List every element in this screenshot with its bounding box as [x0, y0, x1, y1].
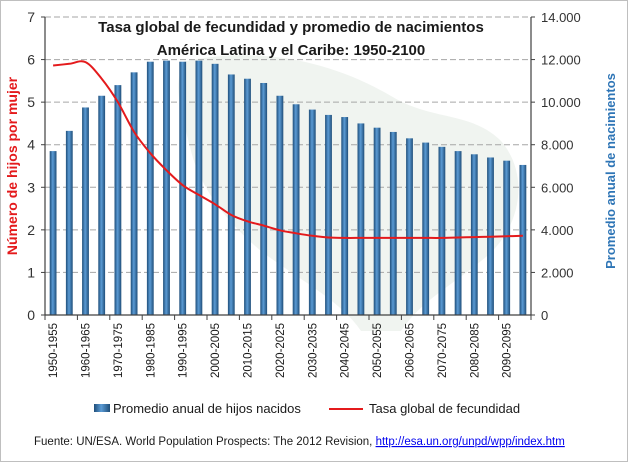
bar: [341, 117, 349, 316]
x-tick-label: 2020-2025: [275, 323, 287, 378]
x-tick-label: 2070-2075: [437, 323, 449, 378]
bar: [325, 114, 332, 316]
chart-title-line2: América Latina y el Caribe: 1950-2100: [157, 42, 425, 59]
bar: [146, 61, 154, 316]
source-text: Fuente: UN/ESA. World Population Prospec…: [34, 436, 376, 448]
bar: [276, 95, 284, 315]
bar: [503, 160, 511, 315]
x-tick-label: 1960-1965: [81, 323, 93, 378]
left-tick-label: 1: [27, 264, 35, 280]
x-tick-label: 1990-1995: [178, 323, 190, 378]
right-tick-label: 4.000: [541, 223, 574, 238]
x-tick-label: 1950-1955: [48, 323, 60, 378]
bar: [357, 123, 365, 315]
right-tick-label: 14.000: [541, 10, 581, 25]
left-tick-label: 5: [27, 94, 35, 110]
legend: Promedio anual de hijos nacidos Tasa glo…: [94, 401, 520, 416]
source-note: Fuente: UN/ESA. World Population Prospec…: [34, 436, 565, 448]
left-tick-label: 0: [27, 307, 35, 323]
x-tick-label: 2000-2005: [210, 323, 222, 378]
left-tick-label: 4: [27, 137, 35, 153]
bar: [373, 127, 381, 315]
legend-line-label: Tasa global de fecundidad: [369, 401, 520, 416]
x-tick-label: 2080-2085: [469, 323, 481, 378]
bar: [179, 61, 187, 316]
bar: [49, 151, 57, 315]
chart-title-line1: Tasa global de fecundidad y promedio de …: [98, 19, 484, 36]
bar: [292, 104, 300, 316]
x-tick-label: 2010-2015: [243, 323, 255, 378]
x-tick-label: 2040-2045: [340, 323, 352, 378]
right-tick-label: 6.000: [541, 180, 574, 195]
right-tick-label: 10.000: [541, 95, 581, 110]
x-tick-label: 1970-1975: [113, 323, 125, 378]
bar: [389, 131, 397, 315]
bar: [260, 82, 268, 315]
bar: [98, 95, 106, 315]
bar: [211, 63, 219, 316]
legend-bar-swatch: [94, 404, 110, 412]
bar: [195, 60, 203, 316]
x-tick-label: 2060-2065: [405, 323, 417, 378]
bar: [519, 164, 527, 315]
bar: [130, 72, 138, 315]
line-series: [52, 60, 523, 239]
bar: [438, 146, 446, 315]
bar: [114, 85, 122, 315]
x-tick-label: 2090-2095: [502, 323, 514, 378]
bar: [470, 154, 478, 315]
x-tick-label: 2050-2055: [372, 323, 384, 378]
bar: [308, 109, 316, 315]
right-tick-label: 12.000: [541, 53, 581, 68]
right-axis-title: Promedio anual de nacimientos: [603, 73, 618, 269]
left-tick-label: 7: [27, 9, 35, 25]
right-tick-label: 2.000: [541, 265, 574, 280]
left-axis-title: Número de hijos por mujer: [4, 76, 20, 255]
bar: [244, 78, 251, 315]
legend-bar-label: Promedio anual de hijos nacidos: [113, 401, 301, 416]
bar: [454, 151, 462, 315]
bar: [422, 142, 430, 315]
fertility-line: [52, 60, 523, 239]
bar: [227, 74, 235, 315]
left-tick-label: 3: [27, 179, 35, 195]
x-tick-label: 1980-1985: [145, 323, 157, 378]
x-tick-label: 2030-2035: [307, 323, 319, 378]
left-tick-label: 2: [27, 222, 35, 238]
right-tick-label: 8.000: [541, 138, 574, 153]
source-link[interactable]: http://esa.un.org/unpd/wpp/index.htm: [376, 436, 565, 448]
bar: [163, 60, 170, 316]
grid: [45, 16, 531, 273]
bar: [82, 107, 89, 315]
left-tick-label: 6: [27, 52, 35, 68]
right-tick-label: 0: [541, 308, 548, 323]
bar: [65, 130, 73, 315]
bar: [406, 138, 413, 315]
